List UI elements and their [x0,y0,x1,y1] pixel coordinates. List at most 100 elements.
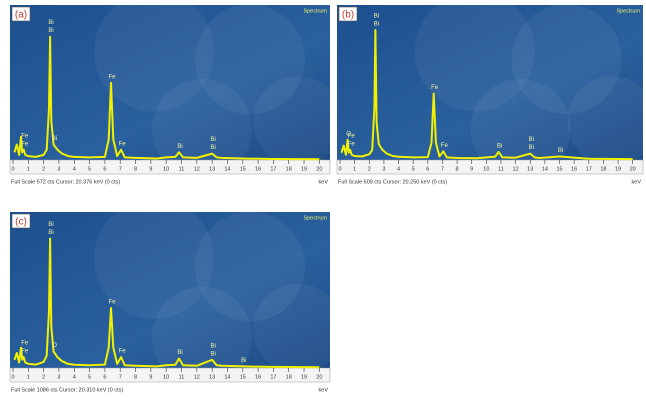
x-tick-label: 7 [119,374,122,380]
peak-label: Fe [109,300,117,306]
x-tick-label: 8 [456,166,459,172]
panel-label-box [11,6,31,22]
peak-label: Fe [119,349,127,355]
x-tick-label: 4 [73,374,76,380]
plot-background [10,5,330,160]
x-tick-label: 19 [615,166,621,172]
x-tick-label: 9 [149,374,152,380]
peak-label: Fe [441,143,449,149]
peak-label: Fe [348,141,356,147]
texture [567,76,646,167]
peak-label: Fe [119,141,127,147]
footer: Full Scale 509 cts Cursor: 20.250 keV (0… [338,179,447,185]
footer: Full Scale 572 cts Cursor: 20.376 keV (0… [11,179,120,185]
x-tick-label: 10 [163,166,169,172]
peak-label: Bi [529,137,534,143]
plot-background [337,5,643,160]
x-tick-label: 2 [42,166,45,172]
axis-strip [9,367,331,383]
spectrum-panel: 0 1 2 3 4 5 6 7 8 9 10 11 12 13 14 15 16 17 18 19 20keVFull … [336,0,646,185]
x-tick-label: 15 [556,166,562,172]
x-tick-label: 1 [27,374,30,380]
x-tick-label: 14 [224,374,230,380]
x-tick-label: 12 [194,374,200,380]
peak-label: Bi [374,22,379,28]
legend-label: Spectrum [303,8,327,14]
plot-background [10,212,330,368]
peak-label: Bi [241,358,246,364]
x-tick-label: 12 [194,166,200,172]
x-tick-label: 8 [134,166,137,172]
peak-label: Bi [210,145,215,151]
x-tick-label: 20 [630,166,636,172]
peak-label: Bi [48,222,53,228]
axis-strip [9,159,331,175]
peak-label: Bi [48,28,53,34]
peak-label: Bi [497,143,502,149]
texture [414,0,535,112]
panel-label: (a) [15,10,27,21]
texture [195,4,305,115]
peak-label: O [346,131,351,137]
legend-label: Spectrum [616,8,640,14]
axis-strip [336,159,644,175]
x-tick-label: 17 [270,166,276,172]
peak-label: Fe [348,133,356,139]
x-tick-label: 11 [179,166,185,172]
x-tick-label: 6 [103,166,106,172]
x-tick-label: 9 [470,166,473,172]
x-axis-label: keV [319,387,329,393]
peak-label: Fe [21,349,29,355]
x-tick-label: 11 [498,166,504,172]
panel-label-box [11,213,31,229]
x-tick-label: 19 [301,374,307,380]
peak-label: Bi [48,20,53,26]
x-tick-label: 13 [209,374,215,380]
x-tick-label: 12 [513,166,519,172]
x-tick-label: 17 [586,166,592,172]
x-tick-label: 6 [103,374,106,380]
x-tick-label: 16 [255,374,261,380]
x-tick-label: 10 [483,166,489,172]
x-tick-label: 18 [286,374,292,380]
texture [94,0,214,112]
panel-label-box [338,6,358,22]
x-tick-label: 18 [286,166,292,172]
x-tick-label: 8 [134,374,137,380]
peak-label: Bi [177,144,182,150]
x-tick-label: 6 [426,166,429,172]
x-tick-label: 2 [42,374,45,380]
texture [253,76,343,167]
x-tick-label: 7 [441,166,444,172]
panel-label: (b) [342,10,354,21]
spectrum-line [13,35,320,161]
texture [253,284,343,374]
x-tick-label: 1 [27,166,30,172]
x-tick-label: 13 [527,166,533,172]
x-tick-label: 14 [542,166,548,172]
x-tick-label: 18 [600,166,606,172]
peak-label: Bi [374,14,379,20]
x-tick-label: 20 [316,374,322,380]
peak-label: Bi [210,137,215,143]
spectrum-line [13,237,320,369]
peak-label: O [52,343,57,349]
x-tick-label: 3 [57,166,60,172]
peak-label: Fe [21,341,29,347]
peak-label: Fe [109,74,117,80]
x-tick-label: 15 [240,166,246,172]
x-tick-label: 5 [88,374,91,380]
peak-label: Bi [529,145,534,151]
x-tick-label: 9 [149,166,152,172]
peak-label: Bi [48,230,53,236]
panel-label: (c) [15,217,27,228]
x-tick-label: 19 [301,166,307,172]
x-tick-label: 15 [240,374,246,380]
legend-label: Spectrum [303,215,327,221]
x-tick-label: 17 [270,374,276,380]
texture [511,4,622,115]
x-tick-label: 10 [163,374,169,380]
peak-label: Bi [52,136,57,142]
x-axis-label: keV [319,179,329,185]
